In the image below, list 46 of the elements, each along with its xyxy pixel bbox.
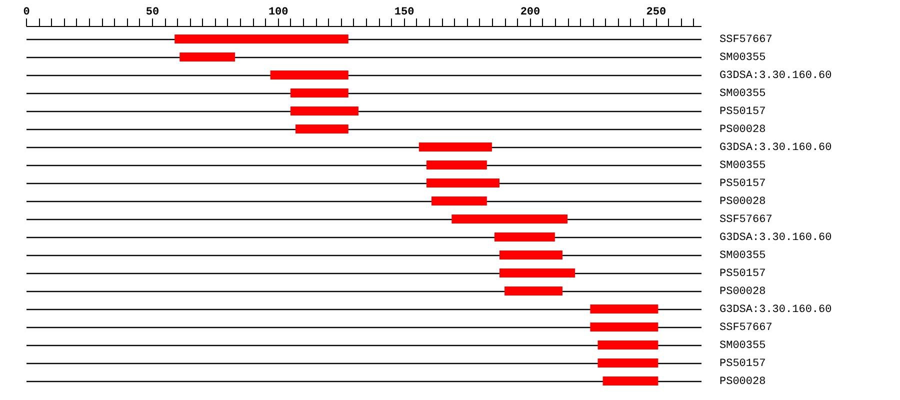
y-tick-label: PS00028	[720, 196, 766, 208]
bar	[426, 178, 500, 188]
bar	[602, 376, 658, 386]
x-tick-label: 50	[146, 6, 160, 18]
bar	[174, 34, 348, 44]
bar	[426, 160, 487, 170]
x-tick-label: 200	[520, 6, 540, 18]
y-tick-label: PS00028	[720, 376, 766, 388]
y-tick-label: SM00355	[720, 340, 766, 352]
bar	[590, 322, 658, 332]
y-tick-label: G3DSA:3.30.160.60	[720, 232, 832, 244]
bar	[504, 286, 562, 296]
y-tick-label: PS00028	[720, 124, 766, 136]
y-tick-label: SSF57667	[720, 322, 772, 334]
y-tick-label: SM00355	[720, 250, 766, 262]
bar	[500, 250, 562, 260]
y-tick-label: PS50157	[720, 358, 766, 370]
x-tick-label: 150	[394, 6, 414, 18]
bar	[432, 196, 487, 206]
bar	[290, 88, 348, 98]
bar	[295, 124, 348, 134]
bar	[500, 268, 576, 278]
y-tick-label: PS50157	[720, 268, 766, 280]
y-tick-label: SSF57667	[720, 214, 772, 226]
y-tick-label: PS50157	[720, 106, 766, 118]
y-tick-label: G3DSA:3.30.160.60	[720, 304, 832, 316]
bar	[418, 142, 492, 152]
bar	[598, 358, 658, 368]
x-tick-label: 100	[268, 6, 288, 18]
y-tick-label: SSF57667	[720, 34, 772, 46]
y-tick-label: G3DSA:3.30.160.60	[720, 142, 832, 154]
y-tick-label: PS00028	[720, 286, 766, 298]
y-tick-label: SM00355	[720, 52, 766, 64]
bar	[494, 232, 555, 242]
bar	[452, 214, 568, 224]
y-tick-label: SM00355	[720, 88, 766, 100]
bar	[590, 304, 658, 314]
bar	[290, 106, 358, 116]
x-tick-label: 0	[23, 6, 30, 18]
bar	[598, 340, 658, 350]
y-tick-label: SM00355	[720, 160, 766, 172]
y-tick-label: PS50157	[720, 178, 766, 190]
bar	[270, 70, 348, 80]
x-tick-label: 250	[646, 6, 666, 18]
y-tick-label: G3DSA:3.30.160.60	[720, 70, 832, 82]
bar	[180, 52, 236, 62]
